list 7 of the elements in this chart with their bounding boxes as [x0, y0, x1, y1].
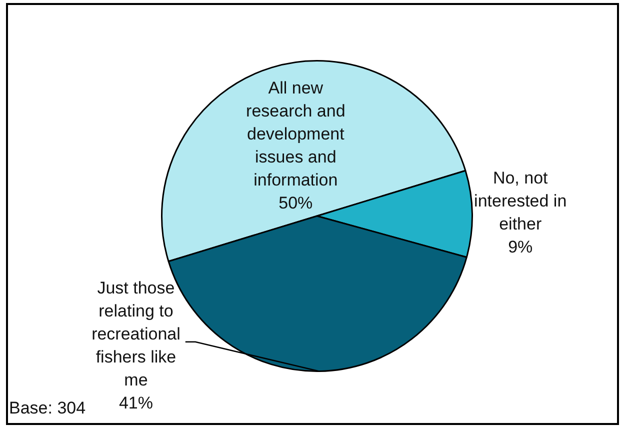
- slice-label: All new research and development issues and information: [246, 78, 346, 190]
- data-label: 41%: [118, 394, 153, 413]
- slice-label: No, not interested in either: [474, 168, 567, 234]
- slice-label: Just those relating to recreational fishers like me: [92, 278, 180, 390]
- data-label: 50%: [278, 193, 313, 212]
- data-label: 9%: [508, 237, 533, 256]
- text: Base: 304: [9, 398, 86, 418]
